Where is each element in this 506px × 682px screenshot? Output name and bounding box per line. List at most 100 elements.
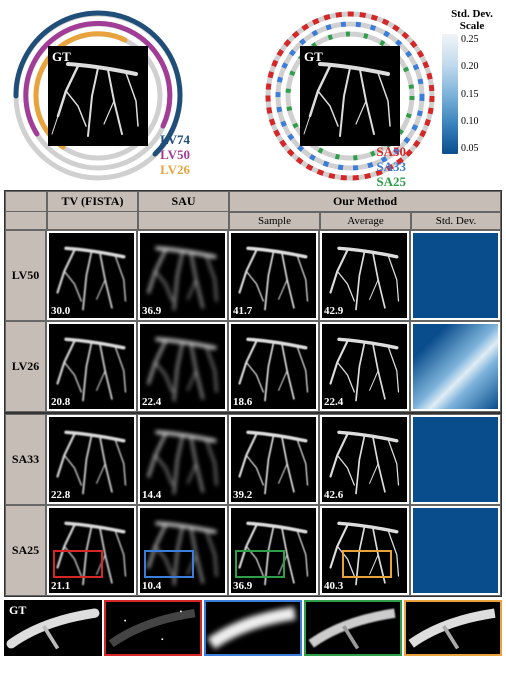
cell-std	[410, 505, 501, 596]
std-tile	[413, 233, 498, 318]
cell-sample: 36.9	[228, 505, 319, 596]
branch-tree-icon	[48, 46, 148, 146]
zoom-red	[104, 600, 202, 656]
zoom-green	[304, 600, 402, 656]
hdr-tv: TV (FISTA)	[47, 191, 138, 212]
lv-labels: LV74 LV50 LV26	[160, 133, 190, 178]
cell-tv: 30.0	[46, 230, 137, 321]
result-tile: 42.6	[322, 417, 407, 502]
cell-tv: 20.8	[46, 321, 137, 412]
table-row: SA33 22.8 14.4 39.2 42.6	[5, 412, 501, 505]
psnr-value: 39.2	[233, 489, 252, 501]
result-tile: 39.2	[231, 417, 316, 502]
psnr-value: 18.6	[233, 396, 252, 408]
cb-tick: 0.20	[461, 61, 479, 72]
cell-tv: 22.8	[46, 414, 137, 505]
cb-tick: 0.15	[461, 89, 479, 100]
psnr-value: 36.9	[142, 305, 161, 317]
result-tile: 21.1	[49, 508, 134, 593]
cell-sau: 36.9	[137, 230, 228, 321]
hdr-sample: Sample	[229, 212, 320, 230]
result-tile: 42.9	[322, 233, 407, 318]
result-tile: 36.9	[231, 508, 316, 593]
psnr-value: 21.1	[51, 580, 70, 592]
result-tile: 30.0	[49, 233, 134, 318]
zoom-yellow	[404, 600, 502, 656]
psnr-value: 10.4	[142, 580, 161, 592]
std-tile	[413, 508, 498, 593]
cell-sample: 41.7	[228, 230, 319, 321]
psnr-value: 14.4	[142, 489, 161, 501]
cell-sau: 14.4	[137, 414, 228, 505]
table-row: LV26 20.8 22.4 18.6 22.4	[5, 321, 501, 412]
psnr-value: 41.7	[233, 305, 252, 317]
cell-tv: 21.1	[46, 505, 137, 596]
lv50-label: LV50	[160, 148, 190, 163]
colorbar: Std. Dev. Scale 0.25 0.20 0.15 0.10 0.05	[442, 8, 502, 154]
sa33-label: SA33	[376, 160, 406, 175]
colorbar-ticks: 0.25 0.20 0.15 0.10 0.05	[458, 34, 479, 154]
row-label: SA33	[5, 414, 46, 505]
cell-std	[410, 414, 501, 505]
header-row-1: TV (FISTA) SAU Our Method	[5, 191, 501, 212]
result-tile: 20.8	[49, 324, 134, 409]
zoom-gt-label: GT	[9, 603, 26, 618]
psnr-value: 40.3	[324, 580, 343, 592]
psnr-value: 22.8	[51, 489, 70, 501]
hdr-std: Std. Dev.	[411, 212, 501, 230]
cell-sample: 18.6	[228, 321, 319, 412]
result-tile: 22.8	[49, 417, 134, 502]
top-circle-row: GT LV74 LV50 LV26	[0, 0, 506, 188]
psnr-value: 42.6	[324, 489, 343, 501]
psnr-value: 22.4	[324, 396, 343, 408]
table-row: LV50 30.0 36.9 41.7 42.9	[5, 230, 501, 321]
sa25-label: SA25	[376, 175, 406, 190]
hdr-average: Average	[320, 212, 411, 230]
zoom-gt: GT	[4, 600, 102, 656]
table-row: SA25 21.1 10.4 36.9 40.3	[5, 505, 501, 596]
sa-gt-thumb: GT	[300, 46, 400, 146]
hdr-sau: SAU	[138, 191, 229, 212]
cell-average: 22.4	[319, 321, 410, 412]
cell-sau: 10.4	[137, 505, 228, 596]
cb-tick: 0.10	[461, 116, 479, 127]
cell-average: 40.3	[319, 505, 410, 596]
zoom-strip: GT	[4, 600, 502, 656]
psnr-value: 42.9	[324, 305, 343, 317]
row-label: LV26	[5, 321, 46, 412]
lv-circle-panel: GT LV74 LV50 LV26	[8, 6, 188, 186]
result-tile: 22.4	[140, 324, 225, 409]
result-tile: 14.4	[140, 417, 225, 502]
header-row-2: Sample Average Std. Dev.	[5, 212, 501, 230]
sa50-label: SA50	[376, 145, 406, 160]
result-tile: 18.6	[231, 324, 316, 409]
hdr-empty	[5, 191, 47, 212]
psnr-value: 22.4	[142, 396, 161, 408]
result-tile: 36.9	[140, 233, 225, 318]
result-tile: 10.4	[140, 508, 225, 593]
psnr-value: 30.0	[51, 305, 70, 317]
cell-sample: 39.2	[228, 414, 319, 505]
cell-std	[410, 230, 501, 321]
psnr-value: 36.9	[233, 580, 252, 592]
result-tile: 40.3	[322, 508, 407, 593]
result-tile: 22.4	[322, 324, 407, 409]
colorbar-gradient	[442, 34, 458, 154]
lv74-label: LV74	[160, 133, 190, 148]
row-label: SA25	[5, 505, 46, 596]
sa-labels: SA50 SA33 SA25	[376, 145, 406, 190]
cell-average: 42.6	[319, 414, 410, 505]
psnr-value: 20.8	[51, 396, 70, 408]
row-label: LV50	[5, 230, 46, 321]
lv26-label: LV26	[160, 163, 190, 178]
zoom-blue	[204, 600, 302, 656]
lv-gt-thumb: GT	[48, 46, 148, 146]
branch-tree-icon	[300, 46, 400, 146]
result-tile: 41.7	[231, 233, 316, 318]
cb-tick: 0.05	[461, 143, 479, 154]
sa-circle-panel: GT SA50 SA33 SA25 Std. Dev. Scale 0.25 0…	[260, 6, 440, 186]
std-tile	[413, 324, 498, 409]
cell-sau: 22.4	[137, 321, 228, 412]
cell-average: 42.9	[319, 230, 410, 321]
hdr-our: Our Method	[229, 191, 501, 212]
